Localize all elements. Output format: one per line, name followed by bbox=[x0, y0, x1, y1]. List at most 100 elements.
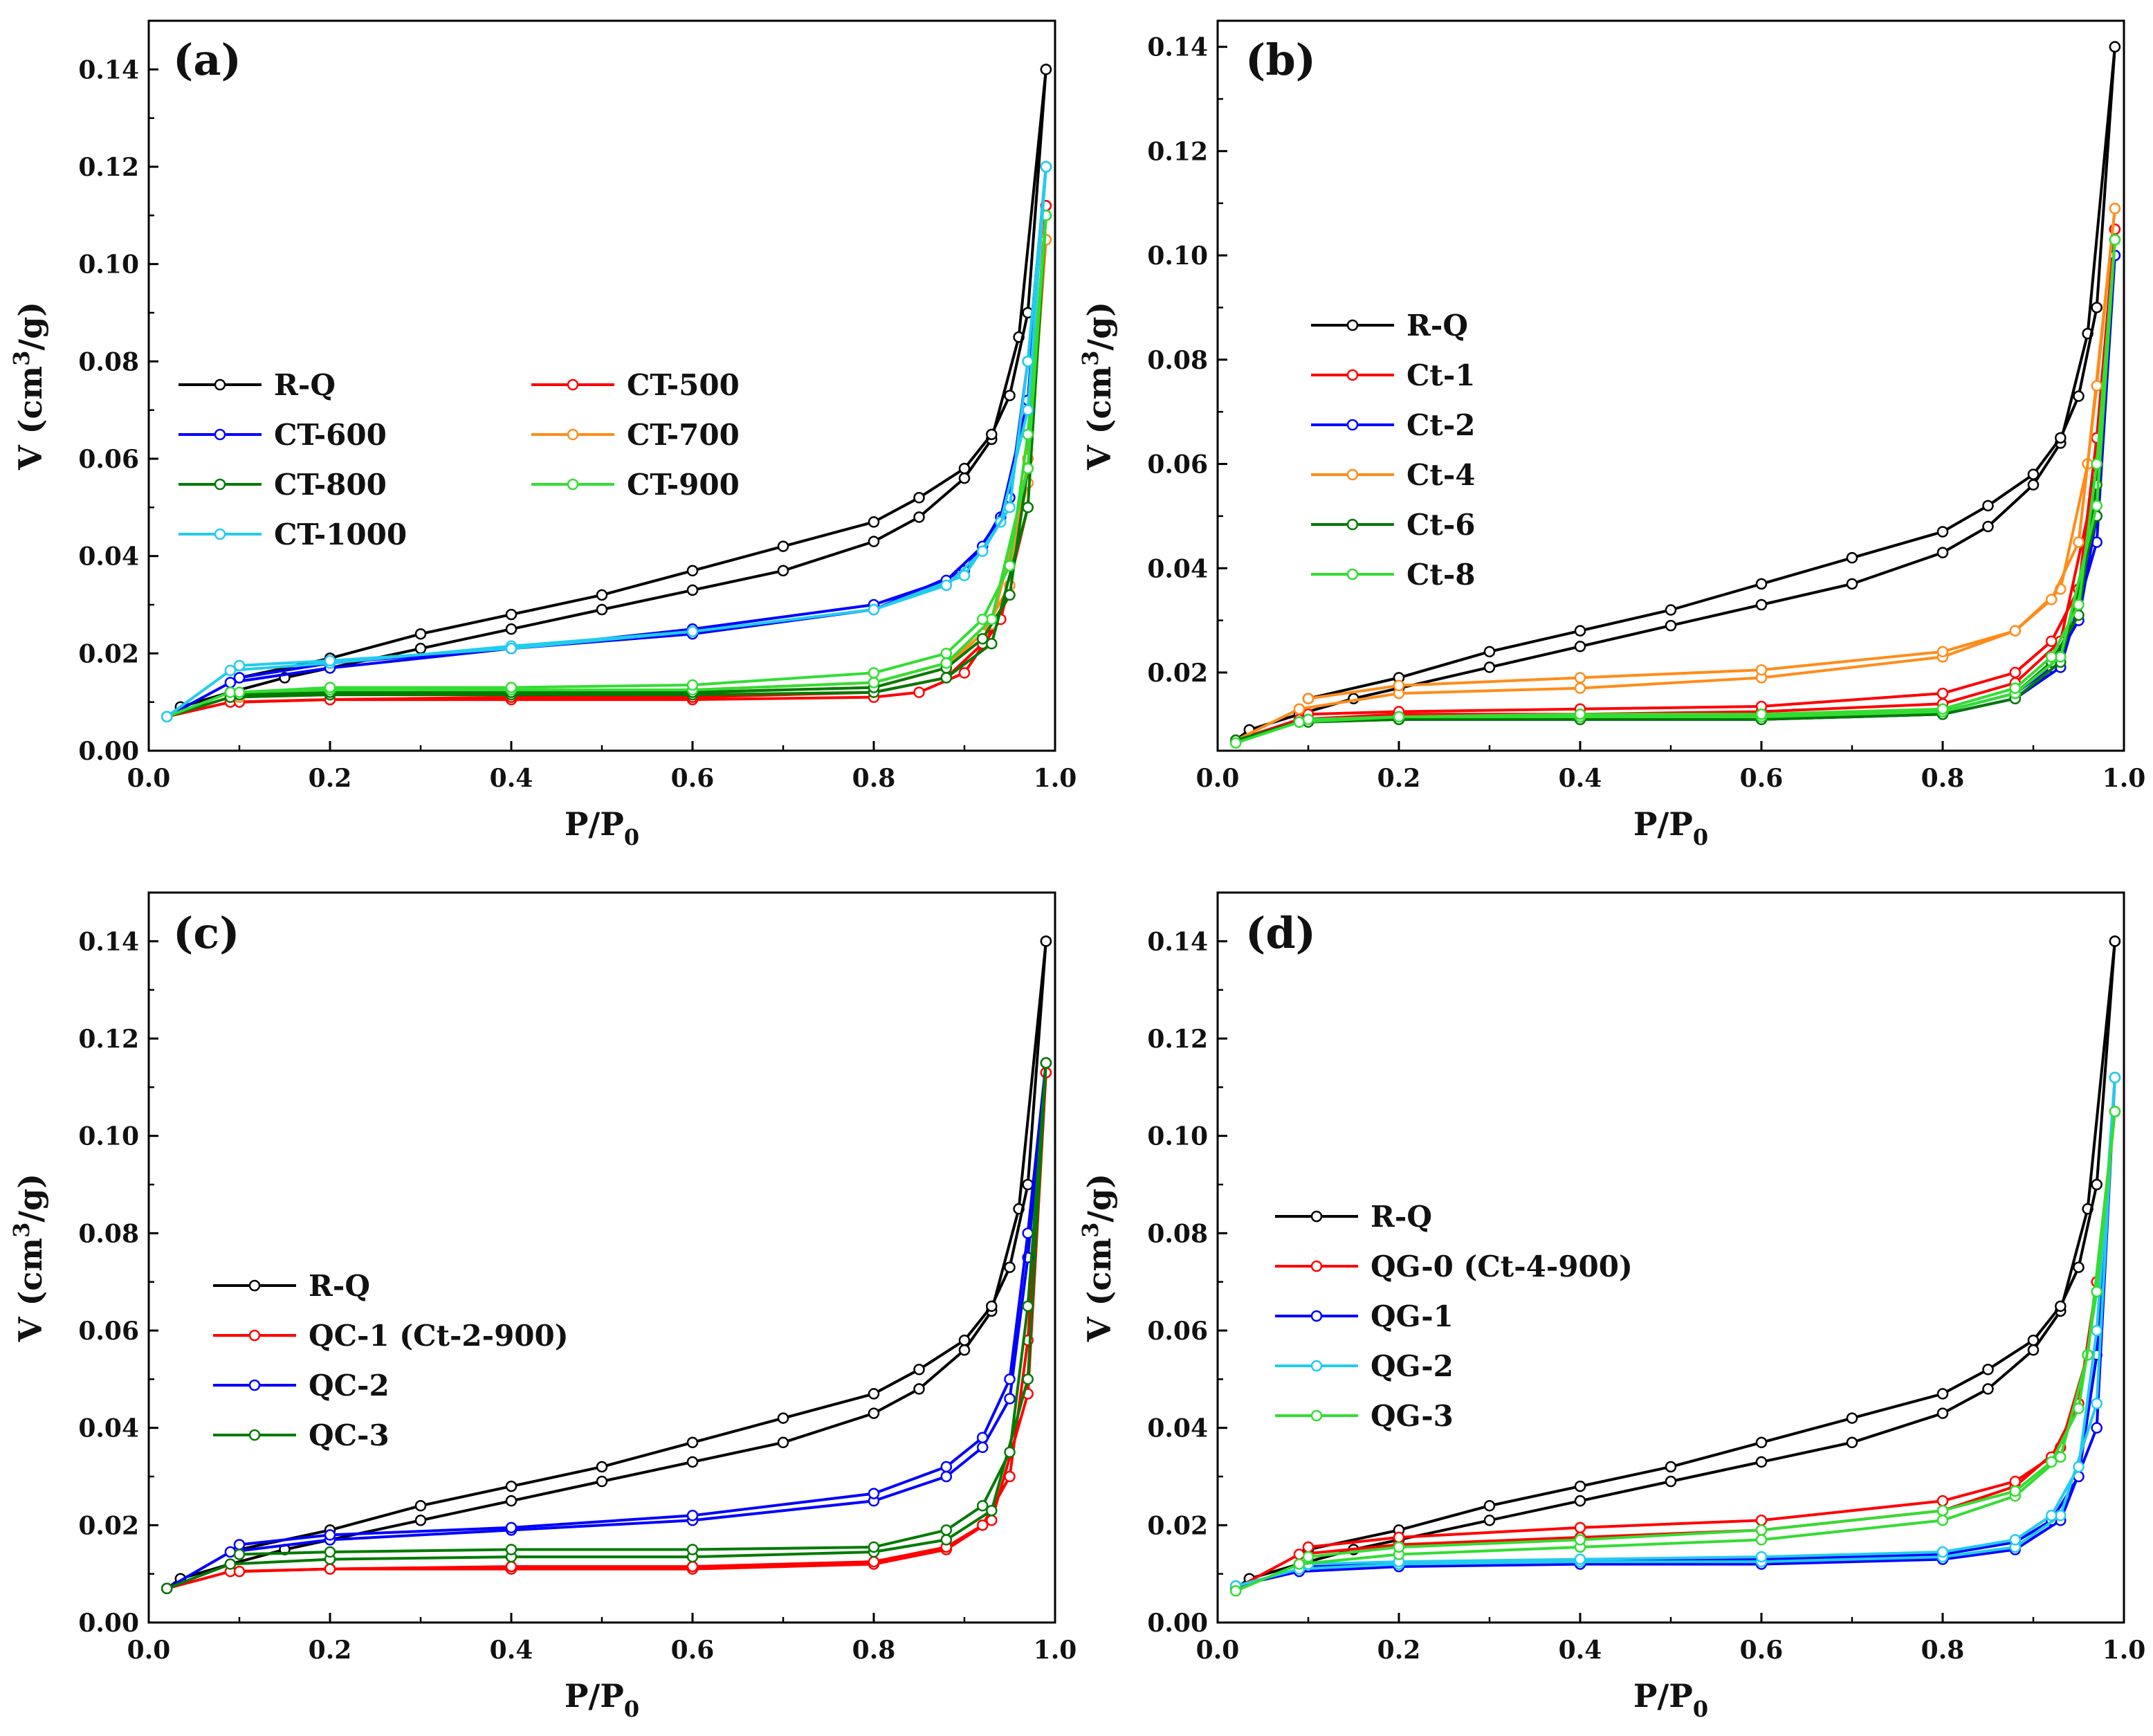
data-point bbox=[958, 1334, 971, 1346]
data-point bbox=[2045, 1456, 2058, 1468]
series-line-adsorption bbox=[1235, 239, 2116, 742]
data-point bbox=[940, 579, 953, 592]
data-point bbox=[2027, 468, 2040, 480]
data-point bbox=[868, 1407, 880, 1419]
chart-panel-a: 0.0 0.2 0.4 0.6 0.8 1.0 0.00 0.02 0.04 0.06 0.08 0.… bbox=[8, 19, 1077, 850]
y-tick-label: 0.02 bbox=[1147, 1511, 1208, 1540]
y-axis-title-unit: /g) bbox=[1081, 1173, 1118, 1223]
data-point bbox=[777, 1412, 789, 1424]
legend-label: CT-900 bbox=[627, 468, 740, 502]
data-point bbox=[414, 1499, 427, 1512]
data-point bbox=[1302, 1541, 1314, 1553]
data-point bbox=[1574, 1480, 1586, 1492]
y-tick-label: 0.10 bbox=[78, 1122, 139, 1151]
data-point bbox=[986, 1504, 998, 1517]
legend-item: Ct-1 bbox=[1311, 358, 1475, 392]
x-tick-label: 1.0 bbox=[1034, 764, 1077, 793]
y-tick-label: 0.12 bbox=[78, 1025, 139, 1054]
data-point bbox=[1982, 1383, 1994, 1395]
legend-marker bbox=[214, 378, 226, 391]
legend-marker bbox=[1346, 319, 1359, 331]
data-point bbox=[958, 667, 971, 679]
x-tick-label: 0.0 bbox=[127, 1636, 171, 1665]
plot-frame bbox=[1216, 891, 2125, 1624]
data-point bbox=[1982, 1364, 1994, 1376]
legend-marker bbox=[567, 428, 579, 441]
data-point bbox=[1755, 709, 1768, 720]
series-line-adsorption bbox=[166, 941, 1047, 1590]
data-point bbox=[686, 565, 699, 577]
data-point bbox=[913, 1383, 925, 1395]
legend-marker bbox=[1310, 1260, 1323, 1272]
data-point bbox=[1755, 1515, 1768, 1526]
y-axis-title: V (cm3/g) bbox=[1077, 302, 1118, 470]
data-point bbox=[686, 1560, 699, 1573]
data-point bbox=[596, 603, 608, 616]
y-axis-title-main: V (cm bbox=[1081, 366, 1118, 470]
data-point bbox=[940, 648, 953, 659]
legend-item: QC-3 bbox=[213, 1418, 390, 1452]
data-point bbox=[414, 628, 427, 640]
x-tick-label: 1.0 bbox=[2102, 764, 2146, 793]
data-point bbox=[1040, 1057, 1052, 1069]
y-axis-title-unit: /g) bbox=[12, 302, 49, 351]
y-axis-title-main: V (cm bbox=[12, 366, 49, 470]
data-point bbox=[505, 608, 517, 621]
x-tick-label: 0.2 bbox=[1377, 764, 1421, 793]
panel-label: (d) bbox=[1245, 908, 1316, 958]
legend-label: CT-1000 bbox=[274, 518, 407, 551]
data-point bbox=[1574, 1534, 1586, 1546]
panel-label: (c) bbox=[173, 908, 239, 958]
y-axis-title-superscript: 3 bbox=[8, 1223, 35, 1238]
data-point bbox=[1665, 619, 1677, 632]
legend-label: Ct-8 bbox=[1407, 558, 1475, 592]
data-point bbox=[1574, 672, 1586, 684]
chart-panel-b: 0.0 0.2 0.4 0.6 0.8 1.0 0.02 0.04 0.06 0.08 0.10 0.… bbox=[1077, 19, 2146, 850]
data-point bbox=[1936, 547, 1949, 558]
legend-label: Ct-4 bbox=[1407, 458, 1475, 492]
x-axis-title-main: P/P bbox=[1633, 805, 1693, 843]
data-point bbox=[2091, 1178, 2102, 1191]
data-point bbox=[1293, 1548, 1305, 1560]
data-point bbox=[2073, 536, 2085, 548]
data-point bbox=[2109, 1072, 2121, 1084]
panel-label: (b) bbox=[1245, 35, 1316, 85]
data-point bbox=[2109, 234, 2121, 246]
data-point bbox=[1040, 935, 1052, 947]
data-point bbox=[1293, 703, 1305, 715]
x-tick-label: 0.4 bbox=[1559, 764, 1602, 793]
x-axis-title: P/P0 bbox=[565, 1677, 639, 1722]
data-point bbox=[1483, 1499, 1496, 1512]
data-point bbox=[2109, 203, 2121, 214]
data-point bbox=[958, 569, 971, 582]
data-point bbox=[1483, 646, 1496, 658]
data-point bbox=[1936, 703, 1949, 715]
data-point bbox=[1936, 687, 1949, 700]
data-point bbox=[1846, 578, 1858, 590]
legend-marker bbox=[567, 378, 579, 391]
data-point bbox=[224, 677, 237, 688]
data-point bbox=[1936, 1515, 1949, 1526]
data-point bbox=[940, 1461, 953, 1473]
series-QG-2 bbox=[1229, 1072, 2121, 1592]
data-point bbox=[2073, 390, 2085, 402]
data-point bbox=[1574, 1553, 1586, 1565]
series-Ct-1 bbox=[1229, 223, 2121, 747]
data-point bbox=[2091, 500, 2102, 512]
x-axis-title-main: P/P bbox=[565, 805, 624, 843]
x-tick-label: 1.0 bbox=[1034, 1636, 1077, 1665]
data-point bbox=[1022, 1227, 1034, 1239]
x-tick-label: 0.8 bbox=[1921, 1636, 1965, 1665]
data-point bbox=[233, 659, 246, 672]
series-CT-800 bbox=[161, 210, 1052, 723]
data-point bbox=[1755, 578, 1768, 590]
legend-item: R-Q bbox=[1311, 309, 1468, 342]
y-tick-label: 0.00 bbox=[78, 737, 139, 766]
data-point bbox=[1393, 1531, 1405, 1544]
y-tick-label: 0.14 bbox=[1147, 33, 1208, 62]
data-point bbox=[1293, 716, 1305, 728]
data-point bbox=[1483, 1515, 1496, 1526]
legend-item: Ct-2 bbox=[1311, 408, 1475, 442]
panel-label: (a) bbox=[173, 35, 241, 85]
